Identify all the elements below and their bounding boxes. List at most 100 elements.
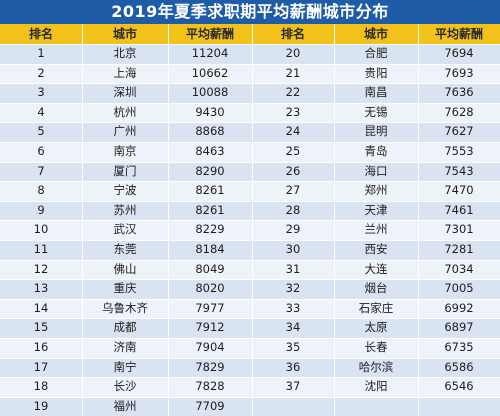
city-left-cell: 北京 (113, 46, 137, 60)
salary-left-cell: 10088 (191, 85, 229, 100)
column-divider (418, 357, 419, 378)
column-divider (82, 181, 83, 201)
salary-left-cell: 8463 (195, 144, 225, 158)
column-divider (82, 377, 83, 397)
column-divider (252, 181, 253, 201)
city-left-cell: 宁波 (113, 183, 137, 198)
header-city-right: 城市 (363, 27, 388, 41)
column-divider (334, 279, 335, 299)
column-divider (168, 259, 169, 280)
column-divider (252, 377, 253, 397)
table-row: 15 成都 7912 34 太原 6897 (0, 318, 500, 338)
column-divider (418, 240, 419, 260)
header-divider (334, 24, 335, 44)
city-left-cell: 南宁 (113, 359, 137, 374)
city-left-cell: 厦门 (113, 163, 137, 178)
salary-left-cell: 7904 (195, 340, 225, 354)
column-divider (418, 181, 419, 201)
rank-left-cell: 6 (37, 144, 45, 158)
salary-left-cell: 7709 (195, 398, 225, 413)
column-divider (82, 396, 83, 416)
column-divider (82, 279, 83, 299)
salary-right-cell: 7694 (444, 46, 474, 60)
rank-left-cell: 1 (37, 46, 45, 60)
city-left-cell: 苏州 (113, 202, 137, 217)
rank-left-cell: 3 (37, 85, 45, 100)
rank-right-cell: 24 (285, 124, 301, 139)
column-divider (168, 338, 169, 358)
row-divider (0, 200, 500, 202)
column-divider (168, 142, 169, 162)
rank-right-cell: 31 (285, 261, 301, 276)
salary-left-cell: 8229 (195, 222, 225, 237)
salary-right-cell: 6546 (444, 379, 474, 394)
column-divider (334, 318, 335, 338)
city-left-cell: 福州 (113, 398, 137, 413)
salary-left-cell: 7829 (195, 359, 225, 374)
rank-left-cell: 4 (37, 104, 45, 119)
column-divider (82, 44, 83, 64)
city-right-cell: 西安 (364, 242, 388, 256)
salary-right-cell: 6992 (444, 300, 474, 315)
row-divider (0, 122, 500, 124)
rank-right-cell: 27 (285, 183, 301, 198)
column-divider (82, 142, 83, 162)
city-right-cell: 烟台 (364, 281, 388, 296)
column-divider (168, 240, 169, 260)
salary-left-cell: 8290 (195, 163, 225, 178)
rank-left-cell: 14 (33, 300, 49, 315)
column-divider (252, 357, 253, 378)
column-divider (82, 298, 83, 319)
header-salary-right: 平均薪酬 (434, 27, 483, 41)
rank-right-cell (252, 397, 334, 416)
column-divider (334, 240, 335, 260)
salary-right-cell: 7693 (444, 65, 474, 80)
column-divider (418, 220, 419, 240)
salary-right-cell (418, 397, 500, 416)
column-divider (252, 396, 253, 416)
column-divider (252, 102, 253, 123)
column-divider (252, 220, 253, 240)
row-divider (0, 240, 500, 241)
table-row: 10 武汉 8229 29 兰州 7301 (0, 220, 500, 240)
column-divider (82, 357, 83, 378)
column-divider (168, 122, 169, 142)
city-left-cell: 重庆 (113, 281, 137, 296)
city-right-cell: 昆明 (364, 124, 388, 139)
rank-right-cell: 37 (285, 379, 301, 394)
column-divider (334, 102, 335, 123)
rank-right-cell: 33 (285, 300, 301, 315)
city-left-cell: 武汉 (113, 222, 137, 237)
rank-left-cell: 19 (33, 398, 49, 413)
rank-right-cell: 23 (285, 104, 301, 119)
row-divider (0, 259, 500, 261)
rank-left-cell: 5 (37, 124, 45, 139)
salary-left-cell: 10662 (191, 65, 229, 80)
rank-right-cell: 28 (285, 202, 301, 217)
column-divider (82, 338, 83, 358)
rank-right-cell: 29 (285, 222, 301, 237)
salary-right-cell: 7543 (444, 163, 474, 178)
row-divider (0, 220, 500, 222)
header-divider (418, 24, 419, 44)
column-divider (418, 396, 419, 416)
city-right-cell: 哈尔滨 (358, 359, 394, 374)
column-divider (168, 44, 169, 64)
column-divider (418, 279, 419, 299)
salary-left-cell: 7912 (195, 320, 225, 335)
salary-right-cell: 7470 (444, 183, 474, 198)
column-divider (418, 200, 419, 221)
salary-left-cell: 8184 (195, 242, 225, 256)
column-divider (418, 259, 419, 280)
header-divider (82, 24, 83, 44)
header-rank-right: 排名 (280, 27, 305, 41)
city-right-cell: 沈阳 (364, 379, 388, 394)
column-divider (418, 122, 419, 142)
salary-right-cell: 7553 (444, 144, 474, 158)
row-divider (0, 357, 500, 359)
salary-right-cell: 7636 (444, 85, 474, 100)
city-left-cell: 杭州 (113, 104, 137, 119)
city-left-cell: 广州 (113, 124, 137, 139)
column-divider (418, 44, 419, 64)
city-left-cell: 成都 (113, 320, 137, 335)
